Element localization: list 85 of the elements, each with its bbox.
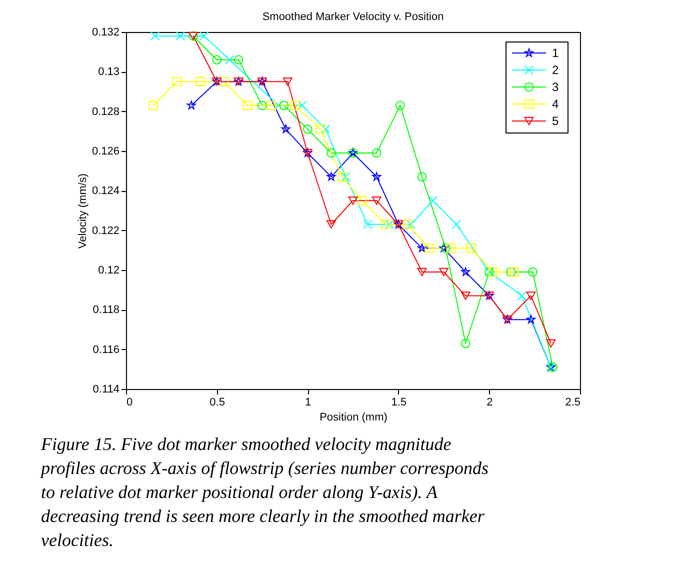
point xyxy=(526,314,536,324)
point xyxy=(279,100,289,110)
point xyxy=(452,220,462,230)
point xyxy=(186,100,196,110)
point xyxy=(424,244,434,253)
y-tick-label: 0.132 xyxy=(92,26,120,38)
y-tick-label: 0.118 xyxy=(92,304,120,316)
point xyxy=(326,172,336,181)
x-tick-label: 2.5 xyxy=(565,396,580,408)
point xyxy=(281,124,290,134)
y-tick-label: 0.12 xyxy=(98,264,120,276)
point xyxy=(172,76,182,86)
y-tick-label: 0.122 xyxy=(92,224,120,237)
point xyxy=(546,339,556,348)
point xyxy=(266,100,276,110)
point xyxy=(219,76,229,86)
point xyxy=(258,100,267,110)
legend-label: 3 xyxy=(552,80,559,94)
y-tick-label: 0.116 xyxy=(92,344,120,356)
x-tick-label: 1 xyxy=(305,396,312,408)
y-tick-label: 0.124 xyxy=(92,185,120,198)
chart-title: Smoothed Marker Velocity v. Position xyxy=(262,11,444,23)
legend-label: 1 xyxy=(552,46,559,60)
point xyxy=(274,100,284,110)
point xyxy=(316,124,325,134)
point xyxy=(341,172,350,182)
point xyxy=(372,172,382,181)
point xyxy=(348,196,358,205)
point xyxy=(396,100,405,110)
point xyxy=(362,220,372,230)
point xyxy=(150,31,160,41)
point xyxy=(176,31,186,41)
point xyxy=(297,100,307,110)
y-tick-label: 0.114 xyxy=(92,384,120,396)
point xyxy=(372,196,382,205)
x-tick-label: 2 xyxy=(486,396,493,408)
point xyxy=(196,76,206,86)
point xyxy=(242,100,252,110)
point xyxy=(234,55,244,64)
point xyxy=(461,267,470,276)
x-axis-title: Position (mm) xyxy=(320,412,388,424)
point xyxy=(282,77,292,86)
point xyxy=(357,196,367,206)
point xyxy=(417,172,427,182)
legend-label: 5 xyxy=(552,114,559,128)
point xyxy=(417,268,427,276)
point xyxy=(372,148,382,158)
point xyxy=(510,267,520,277)
y-tick-label: 0.128 xyxy=(92,106,120,118)
point xyxy=(506,267,516,277)
point xyxy=(384,220,394,230)
x-tick-label: 1.5 xyxy=(391,396,407,408)
point xyxy=(212,55,222,64)
x-tick-label: 0.5 xyxy=(210,396,225,408)
point xyxy=(466,244,476,253)
point xyxy=(302,124,312,134)
point xyxy=(440,244,450,253)
point xyxy=(517,291,527,300)
legend-label: 2 xyxy=(552,63,559,77)
point xyxy=(428,196,438,206)
point xyxy=(526,292,536,300)
point xyxy=(406,220,416,230)
point xyxy=(321,124,330,134)
point xyxy=(446,244,456,253)
point xyxy=(460,292,470,300)
point xyxy=(488,267,498,277)
point xyxy=(528,267,538,277)
point xyxy=(418,244,426,252)
point xyxy=(199,31,209,41)
point xyxy=(381,220,390,230)
x-tick-label: 0 xyxy=(126,396,133,408)
point xyxy=(290,100,300,110)
point xyxy=(460,338,470,348)
y-axis-title: Velocity (mm/s) xyxy=(76,173,89,249)
point xyxy=(148,100,158,110)
y-tick-label: 0.126 xyxy=(92,146,120,158)
caption: Figure 15. Five dot marker smoothed velocity magnitude profiles across X-axis of flowstrip (series number corresponds to relative dot marker positional order along Y-axis). A decreasing trend is seen more clearly in the smoothed marker velocities. xyxy=(39,434,488,550)
point xyxy=(337,172,347,182)
point xyxy=(326,148,336,158)
point xyxy=(224,55,234,64)
point xyxy=(402,220,412,230)
point xyxy=(326,220,336,229)
y-tick-label: 0.13 xyxy=(98,66,120,78)
point xyxy=(439,268,448,276)
legend-label: 4 xyxy=(552,97,559,111)
